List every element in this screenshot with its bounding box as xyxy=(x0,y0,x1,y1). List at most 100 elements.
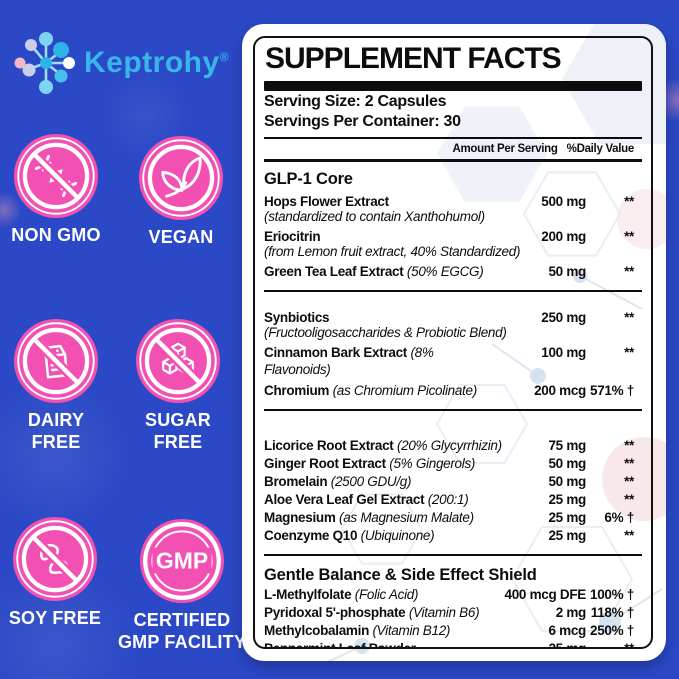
badge-label-line: CERTIFIED xyxy=(133,610,231,630)
ingredient-sections: GLP-1 Core Hops Flower Extract 500 mg ** (st… xyxy=(264,162,642,649)
ingredient-note: (5% Gingerols) xyxy=(389,456,476,471)
ingredient-daily-value: 100% † xyxy=(590,587,634,602)
section-heading: GLP-1 Core xyxy=(264,170,353,188)
ingredient-daily-value: ** xyxy=(624,474,634,489)
ingredient-row: Magnesium (as Magnesium Malate) 25 mg 6% † xyxy=(264,509,642,526)
ingredient-row: Hops Flower Extract 500 mg ** xyxy=(264,193,642,210)
brand-logo: Keptrohy® xyxy=(14,30,229,96)
ingredient-name: Green Tea Leaf Extract (50% EGCG) xyxy=(264,264,484,279)
soy-beans-icon xyxy=(12,516,98,602)
ingredient-daily-value: ** xyxy=(624,194,634,209)
badge-label-line: FREE xyxy=(153,432,203,452)
ingredient-name: Hops Flower Extract xyxy=(264,194,389,209)
gmp-seal-icon: GMP xyxy=(139,518,225,604)
ingredient-daily-value: ** xyxy=(624,229,634,244)
ingredient-amount: 500 mg xyxy=(541,194,586,209)
badge-label: DAIRY FREE xyxy=(28,409,84,453)
ingredient-amount: 50 mg xyxy=(548,264,586,279)
ingredient-amount: 200 mg xyxy=(541,229,586,244)
ingredient-daily-value: ** xyxy=(624,528,634,543)
registered-mark: ® xyxy=(219,50,230,64)
thick-divider xyxy=(264,81,642,91)
divider xyxy=(264,159,642,162)
section-divider xyxy=(264,290,642,292)
ingredient-daily-value: 250% † xyxy=(590,623,634,638)
ingredient-row: Aloe Vera Leaf Gel Extract (200:1) 25 mg *… xyxy=(264,491,642,508)
ingredient-daily-value: ** xyxy=(624,264,634,279)
ingredient-row: Green Tea Leaf Extract (50% EGCG) 50 mg ** xyxy=(264,263,642,280)
ingredient-row: Cinnamon Bark Extract (8% Flavonoids) 100… xyxy=(264,344,642,378)
ingredient-note: (Ubiquinone) xyxy=(360,528,435,543)
ingredient-amount: 2 mg xyxy=(555,605,587,620)
badge-label: SUGAR FREE xyxy=(145,409,211,453)
ingredient-name: Aloe Vera Leaf Gel Extract (200:1) xyxy=(264,492,469,507)
servings-per-container: Servings Per Container: 30 xyxy=(264,113,461,130)
ingredient-row: Eriocitrin 200 mg ** xyxy=(264,228,642,245)
badge-label: VEGAN xyxy=(148,226,213,248)
ingredient-note: (200:1) xyxy=(427,492,469,507)
ingredient-amount: 25 mg xyxy=(548,492,586,507)
ingredient-daily-value: ** xyxy=(624,438,634,453)
ingredient-note: (Folic Acid) xyxy=(354,587,419,602)
ingredient-amount: 75 mg xyxy=(548,438,586,453)
molecule-icon xyxy=(14,32,75,94)
facts-frame: SUPPLEMENT FACTS Serving Size: 2 Capsule… xyxy=(253,36,653,649)
ingredient-name: L-Methylfolate (Folic Acid) xyxy=(264,587,419,602)
ingredient-amount: 200 mcg xyxy=(534,383,586,398)
ingredient-amount: 6 mcg xyxy=(548,623,586,638)
ingredient-name: Pyridoxal 5'-phosphate (Vitamin B6) xyxy=(264,605,480,620)
milk-carton-icon xyxy=(13,318,99,404)
ingredient-name: Methylcobalamin (Vitamin B12) xyxy=(264,623,451,638)
section-divider xyxy=(264,554,642,556)
ingredient-note: (20% Glycyrrhizin) xyxy=(396,438,502,453)
ingredient-subnote: (from Lemon fruit extract, 40% Standardi… xyxy=(264,244,521,259)
ingredient-name: Licorice Root Extract (20% Glycyrrhizin) xyxy=(264,438,502,453)
ingredient-amount: 400 mcg DFE xyxy=(504,587,587,602)
badge-soy-free: SOY FREE xyxy=(0,516,120,629)
ingredient-section: Gentle Balance & Side Effect Shield L-Met… xyxy=(264,556,642,649)
ingredient-section: Licorice Root Extract (20% Glycyrrhizin)… xyxy=(264,411,642,544)
ingredient-amount: 100 mg xyxy=(541,345,586,360)
daily-value-column-header: %Daily Value xyxy=(566,143,635,155)
ingredient-note: (2500 GDU/g) xyxy=(330,474,412,489)
brand-name-text: Keptrohy xyxy=(84,46,220,79)
brand-name: Keptrohy® xyxy=(84,46,229,80)
badge-dairy-free: DAIRY FREE xyxy=(0,318,121,453)
ingredient-name: Peppermint Leaf Powder xyxy=(264,641,416,649)
ingredient-row: Peppermint Leaf Powder 25 mg ** xyxy=(264,640,642,649)
ingredient-name: Synbiotics xyxy=(264,310,330,325)
ingredient-row: Ginger Root Extract (5% Gingerols) 50 mg *… xyxy=(264,455,642,472)
ingredient-daily-value: ** xyxy=(624,456,634,471)
column-headers: Amount Per Serving %Daily Value xyxy=(264,139,642,159)
ingredient-daily-value: ** xyxy=(624,641,634,649)
ingredient-row: Licorice Root Extract (20% Glycyrrhizin)… xyxy=(264,437,642,454)
badge-label-line: SOY FREE xyxy=(8,608,102,628)
badge-sugar-free: SUGAR FREE xyxy=(113,318,243,453)
amount-column-header: Amount Per Serving xyxy=(452,143,558,155)
ingredient-daily-value: 571% † xyxy=(590,383,634,398)
ingredient-amount: 50 mg xyxy=(548,474,586,489)
dna-icon xyxy=(13,133,99,219)
ingredient-daily-value: ** xyxy=(624,345,634,360)
badge-label-line: NON GMO xyxy=(11,225,101,245)
serving-size: Serving Size: 2 Capsules xyxy=(264,93,447,110)
divider xyxy=(264,137,642,139)
badge-label-line: DAIRY xyxy=(27,410,85,430)
ingredient-daily-value: 6% † xyxy=(604,510,634,525)
badge-label-line: GMP FACILITY xyxy=(117,632,247,652)
ingredient-name: Eriocitrin xyxy=(264,229,321,244)
ingredient-note: (Vitamin B6) xyxy=(408,605,480,620)
ingredient-amount: 25 mg xyxy=(548,510,586,525)
svg-text:GMP: GMP xyxy=(156,548,208,574)
ingredient-note: (Vitamin B12) xyxy=(372,623,451,638)
ingredient-amount: 25 mg xyxy=(548,641,586,649)
ingredient-daily-value: ** xyxy=(624,492,634,507)
ingredient-amount: 250 mg xyxy=(541,310,586,325)
ingredient-note: (50% EGCG) xyxy=(406,264,484,279)
badge-label-line: VEGAN xyxy=(148,227,214,247)
ingredient-note: (as Magnesium Malate) xyxy=(339,510,474,525)
ingredient-name: Coenzyme Q10 (Ubiquinone) xyxy=(264,528,435,543)
badge-label: NON GMO xyxy=(11,224,100,246)
ingredient-amount: 50 mg xyxy=(548,456,586,471)
ingredient-name: Chromium (as Chromium Picolinate) xyxy=(264,383,477,398)
